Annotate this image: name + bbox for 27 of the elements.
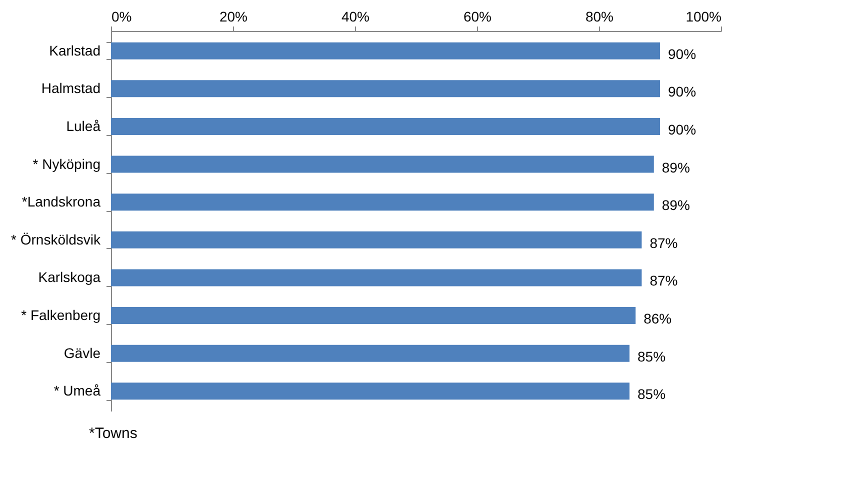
x-tick-label: 20% <box>219 8 248 24</box>
x-tick-label: 80% <box>585 8 614 24</box>
y-tick-label: Gävle <box>64 344 101 361</box>
data-label: 90% <box>668 121 696 138</box>
text: *Towns <box>89 425 138 442</box>
data-label: 90% <box>668 46 696 62</box>
x-tick-label: 100% <box>686 8 722 24</box>
data-label: 87% <box>650 234 678 251</box>
y-tick-label: * Nyköping <box>32 156 100 172</box>
y-tick-label: Karlskoga <box>38 269 101 286</box>
y-tick-label: *Landskrona <box>22 194 101 210</box>
x-tick-label: 0% <box>112 8 132 24</box>
data-label: 85% <box>638 386 666 402</box>
x-tick-label: 40% <box>341 8 370 24</box>
y-tick-label: Luleå <box>66 118 101 134</box>
x-tick-label: 60% <box>463 8 492 24</box>
y-tick-label: Halmstad <box>41 80 100 96</box>
y-tick-label: Karlstad <box>49 42 100 58</box>
data-label: 89% <box>662 197 690 214</box>
data-label: 86% <box>644 310 672 327</box>
y-tick-label: * Örnsköldsvik <box>11 231 102 248</box>
y-tick-label: * Umeå <box>54 382 101 399</box>
data-label: 85% <box>638 348 666 364</box>
data-label: 87% <box>650 272 678 289</box>
data-label: 90% <box>668 84 696 100</box>
data-label: 89% <box>662 159 690 176</box>
y-tick-label: * Falkenberg <box>21 307 100 324</box>
